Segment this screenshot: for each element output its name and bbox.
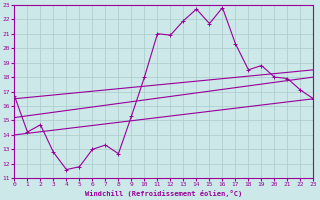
X-axis label: Windchill (Refroidissement éolien,°C): Windchill (Refroidissement éolien,°C): [85, 190, 243, 197]
